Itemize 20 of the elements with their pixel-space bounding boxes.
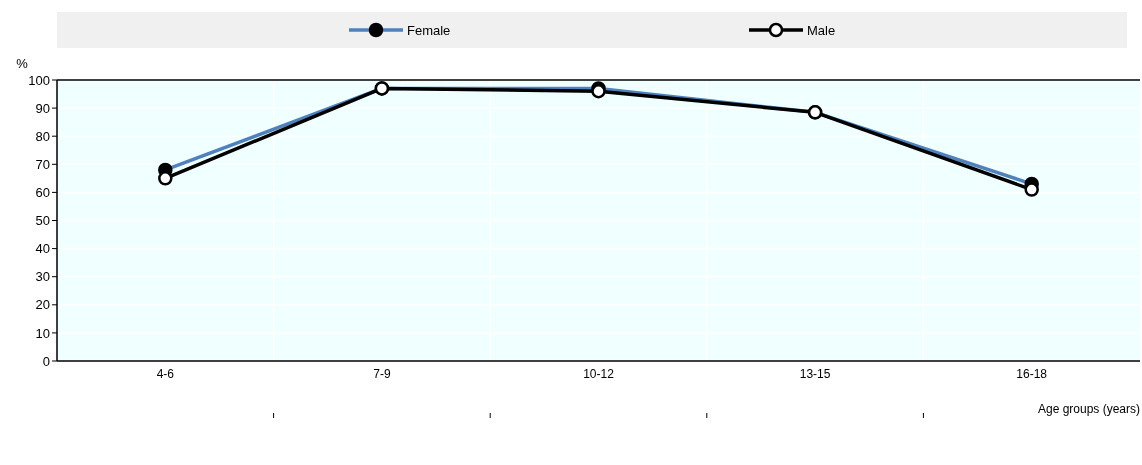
- y-tick-label: 20: [35, 297, 50, 313]
- y-tick-label: 90: [35, 100, 50, 116]
- y-tick-label: 50: [35, 213, 50, 229]
- legend-label: Female: [407, 22, 451, 38]
- x-tick-label: 7-9: [373, 366, 391, 381]
- y-tick-label: 30: [35, 269, 50, 285]
- y-axis-title: %: [16, 56, 29, 71]
- y-tick-label: 100: [28, 72, 50, 88]
- x-tick-label: 10-12: [583, 366, 615, 381]
- y-tick-label: 60: [35, 185, 50, 201]
- y-tick-label: 80: [35, 128, 50, 144]
- x-tick-label: 4-6: [156, 366, 175, 381]
- y-tick-label: 10: [35, 325, 50, 341]
- x-axis-title: Age groups (years): [1037, 402, 1140, 416]
- x-tick-label: 13-15: [799, 366, 831, 381]
- x-tick-label: 16-18: [1016, 366, 1048, 381]
- y-tick-label: 0: [42, 353, 50, 369]
- y-tick-label: 40: [35, 241, 50, 257]
- legend-label: Male: [807, 22, 836, 38]
- y-tick-label: 70: [35, 156, 50, 172]
